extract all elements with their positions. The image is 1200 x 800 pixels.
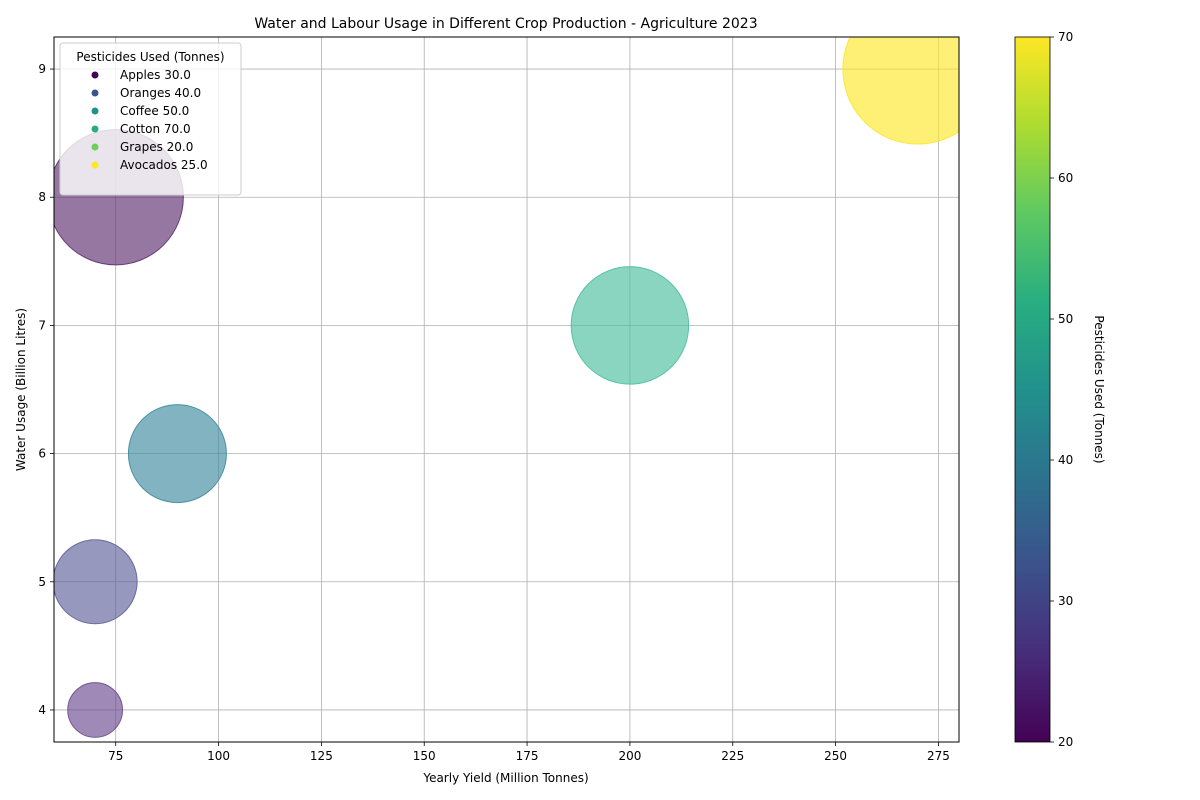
legend-marker (91, 71, 99, 79)
bubble-cotton (570, 266, 690, 385)
x-tick-label: 175 (516, 749, 539, 763)
legend-entry-label: Avocados 25.0 (120, 158, 208, 172)
colorbar-tick-label: 60 (1058, 171, 1073, 185)
legend-entry-label: Cotton 70.0 (120, 122, 191, 136)
legend-entry-label: Oranges 40.0 (120, 86, 201, 100)
y-axis-ticks: 4 5 6 7 8 9 (38, 62, 54, 717)
x-tick-label: 275 (927, 749, 950, 763)
legend: Pesticides Used (Tonnes) Apples 30.0 Oran… (59, 42, 242, 196)
x-tick-label: 250 (824, 749, 847, 763)
bubble-apples (67, 682, 124, 738)
y-axis-label: Water Usage (Billion Litres) (14, 308, 28, 471)
colorbar-label: Pesticides Used (Tonnes) (1092, 315, 1106, 463)
x-tick-label: 100 (207, 749, 230, 763)
legend-marker (91, 125, 99, 133)
legend-box (59, 42, 242, 196)
y-tick-label: 4 (38, 703, 46, 717)
x-tick-label: 150 (413, 749, 436, 763)
legend-marker (91, 143, 99, 151)
bubble-oranges (54, 539, 138, 625)
bubble-avocados (842, 37, 959, 145)
colorbar-tick-label: 20 (1058, 735, 1073, 749)
bubbles (54, 37, 959, 738)
x-tick-label: 125 (310, 749, 333, 763)
legend-marker (91, 161, 99, 169)
y-tick-label: 5 (38, 575, 46, 589)
plot-frame (53, 36, 960, 743)
legend-entry-label: Apples 30.0 (120, 68, 191, 82)
legend-title: Pesticides Used (Tonnes) (76, 50, 224, 64)
legend-entry-label: Grapes 20.0 (120, 140, 193, 154)
x-tick-label: 75 (108, 749, 123, 763)
x-axis-ticks: 75 100 125 150 175 200 225 250 275 (108, 742, 950, 763)
x-tick-label: 200 (618, 749, 641, 763)
colorbar-tick-label: 40 (1058, 453, 1073, 467)
x-axis-label: Yearly Yield (Million Tonnes) (422, 771, 588, 785)
legend-entry-label: Coffee 50.0 (120, 104, 189, 118)
chart-title: Water and Labour Usage in Different Crop… (254, 16, 757, 32)
y-tick-label: 8 (38, 190, 46, 204)
colorbar-tick-label: 50 (1058, 312, 1073, 326)
legend-marker (91, 107, 99, 115)
colorbar: 20 30 40 50 60 70 Pesticides Used (Tonnes) (1014, 30, 1106, 749)
colorbar-gradient (1014, 36, 1051, 743)
y-tick-label: 9 (38, 62, 46, 76)
bubble-coffee (127, 404, 227, 504)
y-tick-label: 6 (38, 447, 46, 461)
x-tick-label: 225 (721, 749, 744, 763)
legend-marker (91, 89, 99, 97)
colorbar-tick-label: 30 (1058, 594, 1073, 608)
colorbar-tick-label: 70 (1058, 30, 1073, 44)
y-tick-label: 7 (38, 318, 46, 332)
